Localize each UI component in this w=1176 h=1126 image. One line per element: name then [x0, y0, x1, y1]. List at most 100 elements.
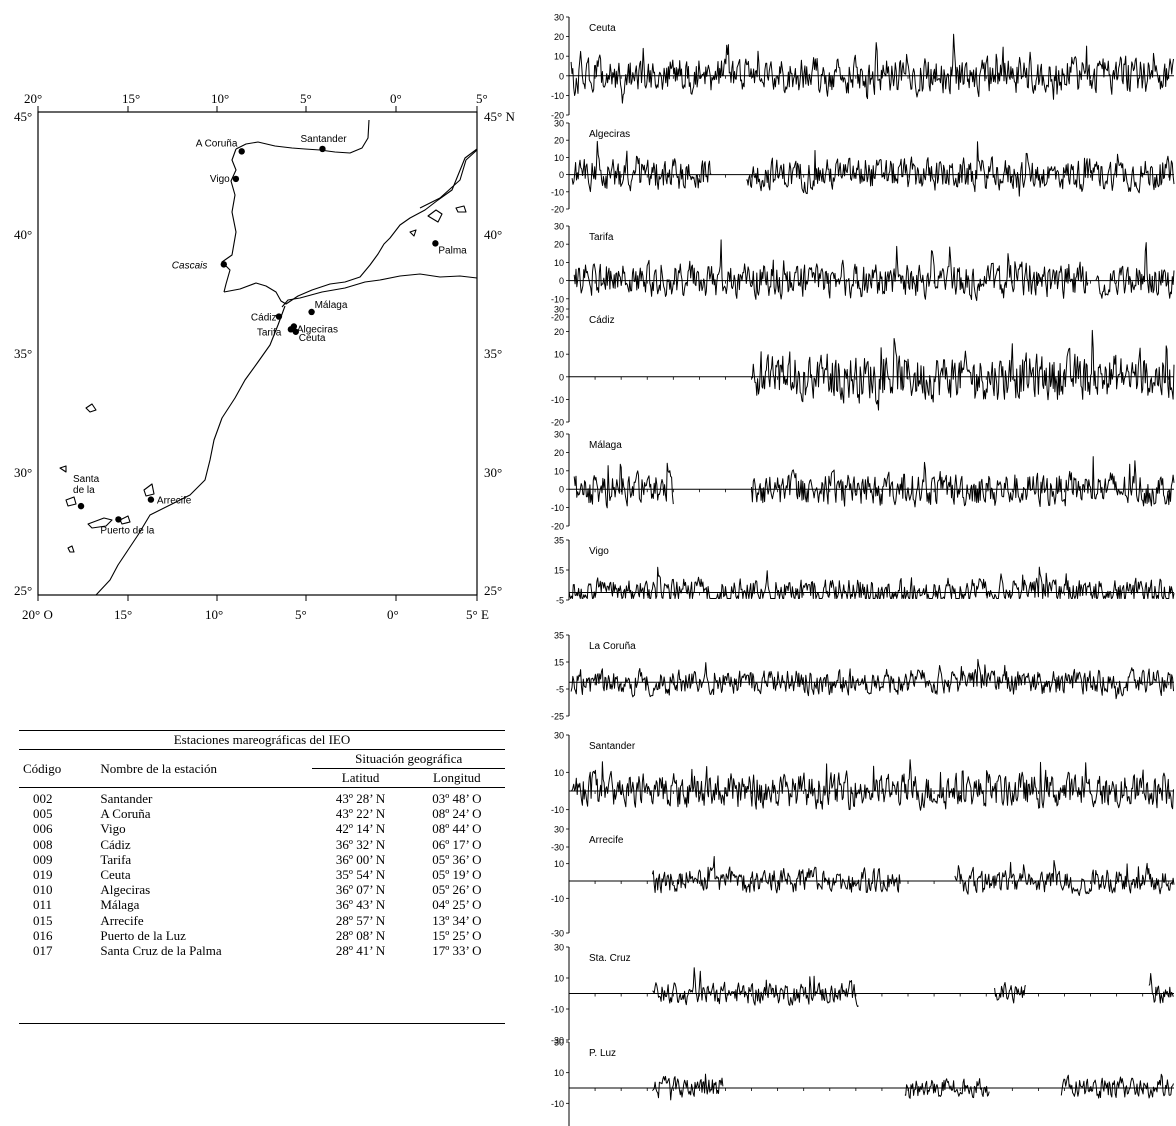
table-bottom-rule	[19, 1023, 505, 1024]
station-code: 015	[33, 912, 53, 928]
panel-y-tick-label: 30	[554, 13, 564, 23]
table-row: 009 Tarifa 36º 00’ N 05º 36’ O	[19, 852, 505, 867]
panel-y-tick-label: -30	[551, 843, 564, 853]
panel-y-tick-label: 20	[554, 448, 564, 458]
series-line	[1060, 1073, 1174, 1099]
panel-station-name: P. Luz	[589, 1048, 616, 1059]
station-label: Puerto de la	[100, 525, 154, 536]
station-label: Cascais	[172, 260, 208, 271]
station-label: Santander	[300, 134, 347, 145]
panel-y-tick-label: 15	[554, 658, 564, 668]
station-name: Algeciras	[100, 882, 151, 898]
station-marker	[319, 145, 326, 153]
panel-y-tick-label: 20	[554, 136, 564, 146]
station-code: 017	[33, 943, 53, 959]
column-name: Nombre de la estación	[100, 760, 217, 776]
table-row: 008 Cádiz 36º 32’ N 06º 17’ O	[19, 837, 505, 852]
panel-y-tick-label: 10	[554, 153, 564, 163]
station-label: Palma	[438, 245, 467, 256]
map-bottom-lon-label: 5°	[295, 607, 307, 622]
column-longitude: Longitud	[433, 770, 481, 785]
station-latitude: 43º 22’ N	[335, 806, 386, 822]
series-panel: 35 15 -5 Vigo	[554, 536, 1175, 606]
panel-y-tick-label: -30	[551, 1036, 564, 1046]
panel-y-tick-label: -30	[551, 929, 564, 939]
station-name: Tarifa	[100, 851, 132, 867]
station-longitude: 05º 19’ O	[432, 867, 482, 883]
station-longitude: 08º 44’ O	[432, 821, 482, 837]
map-left-lat-label: 35°	[14, 346, 32, 361]
panel-y-tick-label: -20	[551, 522, 564, 532]
panel-y-tick-label: 10	[554, 859, 564, 869]
station-marker	[77, 502, 85, 510]
panel-y-tick-label: -5	[556, 596, 564, 606]
panel-y-tick-label: -10	[551, 1099, 564, 1109]
panel-y-tick-label: -10	[551, 91, 564, 101]
map-top-lon-label: 20°	[24, 91, 42, 106]
table-title: Estaciones mareográficas del IEO	[19, 730, 505, 750]
panel-y-tick-label: -20	[551, 313, 564, 323]
station-label: Tarifa	[257, 327, 282, 338]
map-left-lat-label: 40°	[14, 227, 32, 242]
series-line	[954, 860, 1175, 896]
panel-y-tick-label: 10	[554, 350, 564, 360]
station-marker	[115, 516, 122, 523]
panel-y-tick-label: 0	[559, 372, 564, 382]
station-code: 016	[33, 927, 53, 943]
column-latitude: Latitud	[341, 770, 380, 785]
map-left-lat-label: 25°	[14, 583, 32, 598]
series-line	[751, 456, 1175, 508]
map-bottom-lon-label: 15°	[114, 607, 132, 622]
panel-y-tick-label: 10	[554, 258, 564, 268]
panel-y-tick-label: 30	[554, 943, 564, 953]
panel-station-name: Málaga	[589, 440, 622, 451]
panel-y-tick-label: 10	[554, 768, 564, 778]
column-code: Código	[23, 760, 62, 776]
series-panel: 30 20 10 0 -10 -20 Algeciras	[551, 119, 1175, 215]
station-marker	[220, 261, 227, 268]
station-marker	[287, 326, 295, 333]
station-longitude: 13º 34’ O	[432, 912, 482, 928]
station-marker	[275, 313, 283, 320]
station-longitude: 17º 33’ O	[432, 943, 482, 959]
panel-y-tick-label: 20	[554, 32, 564, 42]
station-longitude: 08º 24’ O	[432, 806, 482, 822]
panel-y-tick-label: 0	[559, 170, 564, 180]
series-panel: 30 20 10 0 -10 -20 Málaga	[551, 430, 1175, 532]
station-code: 006	[33, 821, 53, 837]
station-name: Arrecife	[100, 912, 144, 928]
map-left-lat-label: 30°	[14, 465, 32, 480]
table-row: 017 Santa Cruz de la Palma 28º 41’ N 17º 33…	[19, 943, 505, 958]
panel-station-name: Tarifa	[589, 232, 614, 243]
series-line	[651, 856, 901, 894]
series-line	[1148, 973, 1174, 1004]
panel-station-name: Cádiz	[589, 315, 615, 326]
map-bottom-lon-label: 5° E	[466, 607, 489, 622]
panel-station-name: Santander	[589, 741, 636, 752]
panel-y-tick-label: 35	[554, 536, 564, 546]
station-longitude: 03º 48’ O	[432, 791, 482, 806]
panel-y-tick-label: 20	[554, 240, 564, 250]
station-name: Cádiz	[100, 836, 131, 852]
station-label: de la	[73, 485, 95, 496]
map-right-lat-label: 30°	[484, 465, 502, 480]
series-panel: 35 15 -5 -25 La Coruña	[551, 631, 1174, 722]
panel-y-tick-label: 0	[559, 485, 564, 495]
series-line	[570, 658, 1174, 700]
station-marker	[308, 308, 315, 316]
station-code: 002	[33, 791, 53, 806]
map-ticks	[37, 106, 478, 601]
station-code: 010	[33, 882, 53, 898]
series-panel: 30 20 10 0 -10 -20 Cádiz	[551, 305, 1175, 428]
series-line	[571, 140, 712, 193]
map-frame	[37, 111, 478, 596]
station-latitude: 36º 00’ N	[335, 851, 386, 867]
station-name: Vigo	[100, 821, 126, 837]
station-marker	[432, 240, 439, 247]
series-panel: 30 20 10 0 -10 -20 Tarifa	[551, 222, 1175, 323]
table-row: 002 Santander 43º 28’ N 03º 48’ O	[19, 788, 505, 807]
panel-y-tick-label: 30	[554, 825, 564, 835]
station-label: Ceuta	[299, 333, 326, 344]
